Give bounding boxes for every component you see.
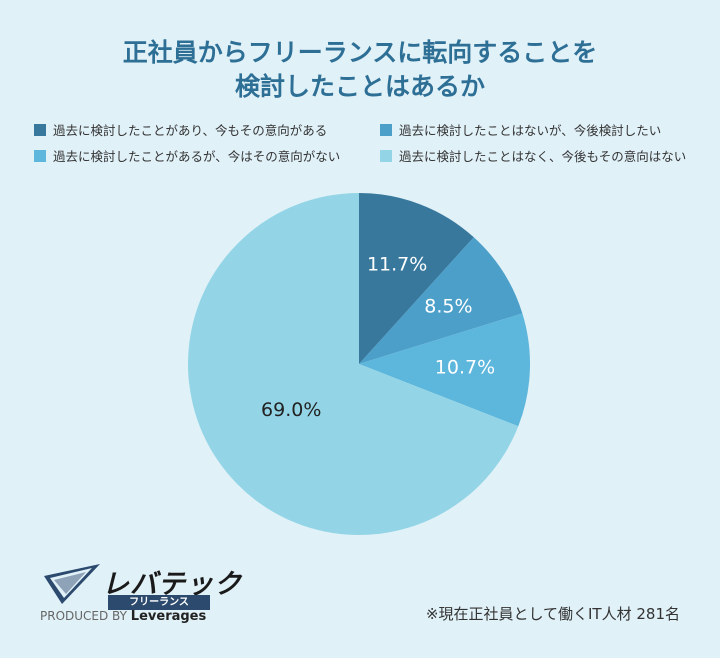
legend-item: 過去に検討したことがあるが、今はその意向がない	[34, 146, 340, 165]
legend-label: 過去に検討したことがあるが、今はその意向がない	[53, 149, 341, 164]
pie-slice	[359, 193, 474, 364]
legend-label: 過去に検討したことはないが、今後検討したい	[399, 123, 662, 138]
pie-data-label: 69.0%	[261, 399, 321, 421]
logo-brand: レバテック	[102, 569, 242, 600]
logo-sub: フリーランス	[108, 595, 210, 610]
pie-data-label: 8.5%	[424, 296, 472, 318]
leverages-logo: レバテック フリーランス PRODUCED BY Leverages	[40, 560, 242, 630]
pie-slice	[359, 313, 530, 427]
legend-swatch	[34, 149, 46, 162]
legend-swatch	[380, 123, 392, 136]
legend-item: 過去に検討したことはなく、今後もその意向はない	[380, 146, 686, 165]
chart-title-line2: 検討したことはあるか	[234, 72, 485, 101]
produced-by: PRODUCED BY Leverages	[40, 609, 206, 624]
legend-swatch	[34, 123, 46, 136]
pie-slice	[187, 193, 519, 535]
legend: 過去に検討したことがあり、今もその意向がある 過去に検討したことはないが、今後検…	[34, 120, 714, 166]
pie-slice	[359, 237, 523, 364]
pie-data-label: 11.7%	[367, 254, 427, 276]
chart-title-line1: 正社員からフリーランスに転向することを	[122, 38, 598, 67]
legend-item: 過去に検討したことはないが、今後検討したい	[380, 120, 661, 139]
produced-by-company: Leverages	[130, 609, 207, 624]
legend-label: 過去に検討したことはなく、今後もその意向はない	[399, 149, 687, 164]
legend-item: 過去に検討したことがあり、今もその意向がある	[34, 120, 327, 139]
sample-note: ※現在正社員として働くIT人材 281名	[425, 605, 680, 623]
produced-by-label: PRODUCED BY	[40, 609, 127, 623]
pie-data-label: 10.7%	[435, 356, 495, 378]
logo-mark-icon	[44, 564, 100, 604]
legend-label: 過去に検討したことがあり、今もその意向がある	[53, 123, 328, 138]
legend-swatch	[380, 149, 392, 162]
